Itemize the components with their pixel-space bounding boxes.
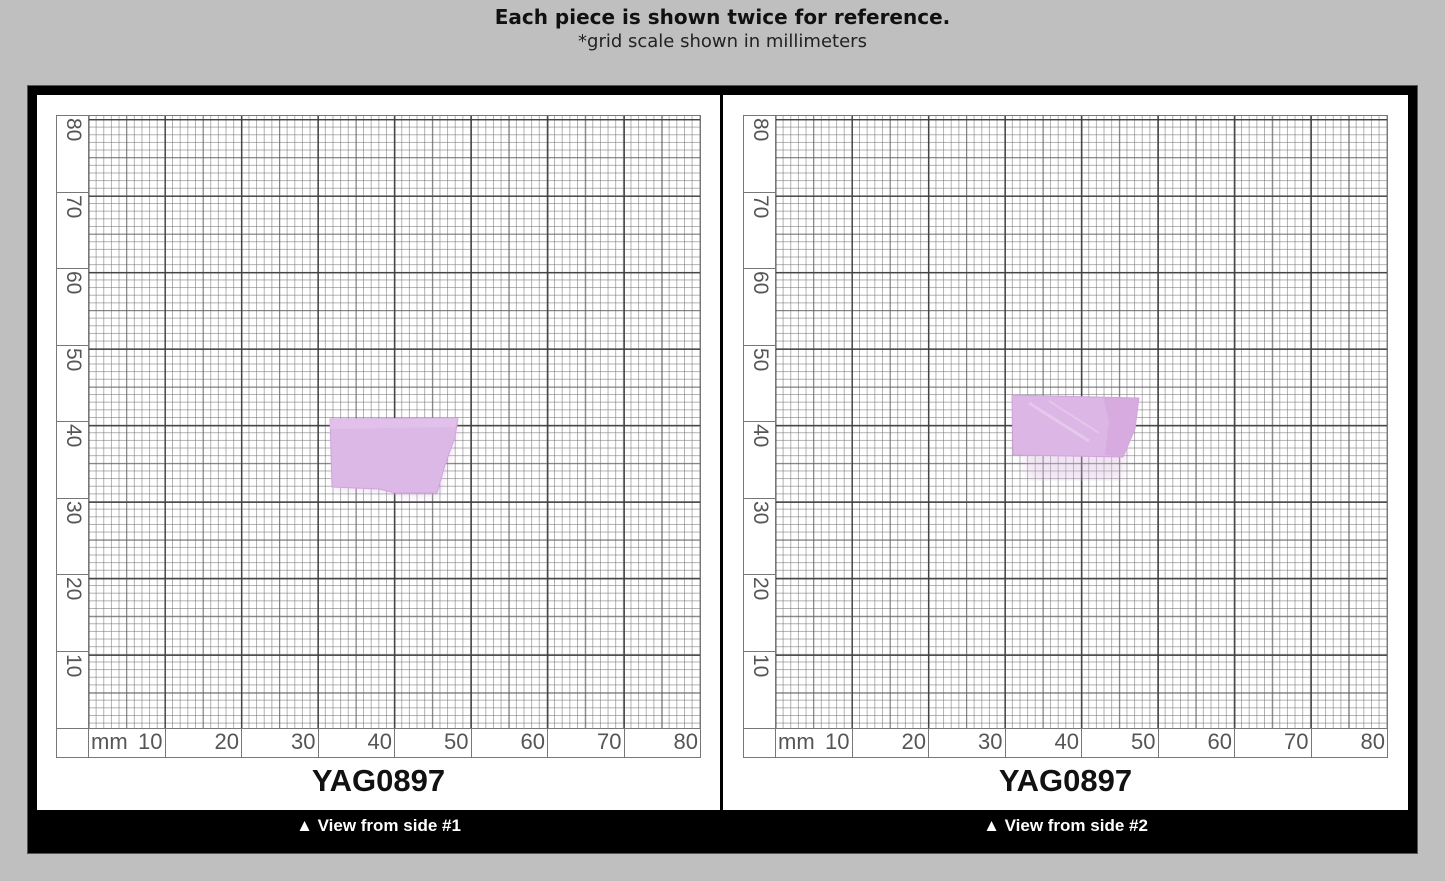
- x-tick: 80: [625, 729, 701, 758]
- x-tick: 80: [1312, 729, 1388, 758]
- x-tick-label: 80: [1360, 729, 1385, 754]
- y-tick: 60: [57, 269, 88, 346]
- y-tick: 60: [744, 269, 775, 346]
- x-tick: 70: [548, 729, 625, 758]
- x-axis-labels: mm 10 20 30 40 50 60 70 80: [57, 728, 700, 758]
- y-tick: 50: [744, 346, 775, 422]
- x-tick-label: 20: [901, 729, 926, 754]
- y-tick-label: 10: [749, 653, 772, 677]
- x-tick-label: 70: [597, 729, 622, 754]
- y-tick: 10: [57, 652, 88, 729]
- y-tick: 80: [744, 116, 775, 193]
- x-tick: 40: [319, 729, 395, 758]
- x-tick: 30: [929, 729, 1006, 758]
- x-tick: 60: [1159, 729, 1235, 758]
- y-tick-label: 60: [749, 271, 772, 295]
- y-tick-label: 40: [62, 424, 85, 448]
- y-tick-label: 60: [62, 271, 85, 295]
- panel-side-1: 80 70 60 50 40 30 20 10 mm 10 20 30 40 50…: [37, 95, 720, 810]
- x-tick-label: 20: [214, 729, 239, 754]
- x-tick: 50: [395, 729, 472, 758]
- crystal-piece: [329, 417, 459, 495]
- x-tick-label: 50: [1131, 729, 1156, 754]
- y-tick-label: 30: [62, 500, 85, 524]
- x-tick-label: 50: [444, 729, 469, 754]
- x-tick: 30: [242, 729, 319, 758]
- y-tick: 30: [744, 499, 775, 575]
- y-tick: 20: [57, 575, 88, 652]
- x-tick: 20: [166, 729, 242, 758]
- caption-side-2: ▲ View from side #2: [983, 816, 1148, 835]
- x-tick-label: 30: [291, 729, 316, 754]
- panel-side-2: 80 70 60 50 40 30 20 10 mm 10 20 30 40 50…: [723, 95, 1408, 810]
- y-tick-label: 10: [62, 653, 85, 677]
- x-axis-labels: mm 10 20 30 40 50 60 70 80: [744, 728, 1387, 758]
- y-tick-label: 80: [62, 118, 85, 142]
- y-tick: 80: [57, 116, 88, 193]
- x-tick: 70: [1235, 729, 1312, 758]
- x-tick-label: 70: [1284, 729, 1309, 754]
- x-tick-label: 40: [1054, 729, 1079, 754]
- y-tick: 10: [744, 652, 775, 729]
- y-tick: 20: [744, 575, 775, 652]
- x-tick: 40: [1006, 729, 1082, 758]
- y-tick-label: 80: [749, 118, 772, 142]
- y-tick-label: 70: [62, 194, 85, 218]
- page-title: Each piece is shown twice for reference.: [494, 5, 951, 29]
- x-tick: 50: [1082, 729, 1159, 758]
- x-tick-label: 60: [1207, 729, 1232, 754]
- y-tick: 40: [57, 422, 88, 499]
- y-tick-label: 30: [749, 500, 772, 524]
- x-tick: 60: [472, 729, 548, 758]
- x-tick-label: 10: [138, 729, 163, 754]
- y-tick: 30: [57, 499, 88, 575]
- y-tick-label: 40: [749, 424, 772, 448]
- y-axis-labels: 80 70 60 50 40 30 20 10: [744, 116, 776, 728]
- y-tick-label: 20: [749, 577, 772, 601]
- unit-label: mm: [91, 729, 128, 754]
- y-tick: 50: [57, 346, 88, 422]
- y-tick: 40: [744, 422, 775, 499]
- x-tick: mm 10: [776, 729, 853, 758]
- y-tick: 70: [57, 193, 88, 269]
- piece-code: YAG0897: [311, 763, 446, 798]
- x-tick-label: 80: [673, 729, 698, 754]
- unit-label: mm: [778, 729, 815, 754]
- x-corner-cell: [57, 729, 89, 758]
- x-tick-label: 60: [520, 729, 545, 754]
- x-tick: mm 10: [89, 729, 166, 758]
- x-tick-label: 40: [367, 729, 392, 754]
- piece-code: YAG0897: [998, 763, 1133, 798]
- y-tick-label: 70: [749, 194, 772, 218]
- caption-side-1: ▲ View from side #1: [296, 816, 461, 835]
- x-tick-label: 30: [978, 729, 1003, 754]
- crystal-piece: [1011, 394, 1140, 481]
- y-axis-labels: 80 70 60 50 40 30 20 10: [57, 116, 89, 728]
- y-tick-label: 20: [62, 577, 85, 601]
- x-corner-cell: [744, 729, 776, 758]
- x-tick-label: 10: [825, 729, 850, 754]
- page-subtitle: *grid scale shown in millimeters: [578, 31, 867, 52]
- x-tick: 20: [853, 729, 929, 758]
- y-tick-label: 50: [749, 347, 772, 371]
- y-tick: 70: [744, 193, 775, 269]
- y-tick-label: 50: [62, 347, 85, 371]
- photo-frame: 80 70 60 50 40 30 20 10 mm 10 20 30 40 50…: [28, 86, 1417, 853]
